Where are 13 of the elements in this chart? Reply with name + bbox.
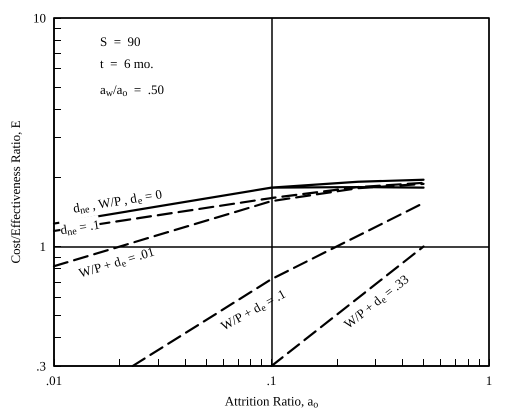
annotation: t = 6 mo. [100,56,154,71]
x-tick-label: 1 [486,373,492,388]
y-tick-label: 10 [33,10,46,26]
y-tick-label: 1 [40,239,46,254]
text: dne = .1 [59,216,101,238]
text: W/P + de = .01 [76,244,156,280]
x-tick-label: .01 [46,373,62,388]
y-axis-title: Cost/Effectiveness Ratio, E [8,120,23,264]
text: W/P + de = .33 [340,271,412,332]
text: dne , W/P , de = 0 [72,186,163,217]
annotation: S = 90 [100,34,141,49]
y-tick-label: .3 [36,358,46,374]
x-tick-label: .1 [266,373,276,388]
